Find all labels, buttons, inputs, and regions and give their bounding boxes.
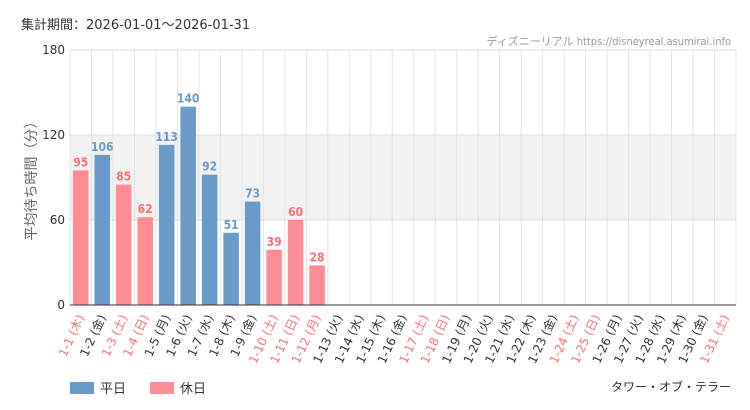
bar <box>72 170 89 305</box>
bar <box>244 201 261 305</box>
value-label: 28 <box>310 250 325 264</box>
legend-swatch-holiday <box>150 381 175 394</box>
x-axis-ticks: 1-1 (木)1-2 (金)1-3 (土)1-4 (日)1-5 (月)1-6 (… <box>56 312 732 366</box>
y-axis-ticks: 0 60 120 180 <box>42 43 65 312</box>
bars <box>72 106 325 306</box>
vertical-grid <box>69 50 737 305</box>
legend-label-weekday: 平日 <box>100 382 127 397</box>
legend-swatch-weekday <box>70 381 94 394</box>
value-label: 113 <box>155 130 178 144</box>
value-label: 62 <box>138 202 153 216</box>
legend-item-weekday: 平日 <box>70 378 126 397</box>
bar <box>158 144 175 305</box>
bar <box>137 217 153 305</box>
value-label: 140 <box>177 92 200 106</box>
bar <box>287 220 304 305</box>
bar <box>266 249 282 305</box>
y-tick-label: 120 <box>42 128 65 142</box>
y-tick-label: 60 <box>50 213 65 227</box>
value-label: 106 <box>91 140 114 154</box>
bar <box>201 174 218 305</box>
value-label: 92 <box>202 160 217 174</box>
value-label: 60 <box>288 205 303 219</box>
value-label: 85 <box>116 170 131 184</box>
y-tick-label: 180 <box>42 43 65 57</box>
bar <box>223 232 239 305</box>
bar <box>180 106 196 306</box>
legend: 平日 休日 <box>70 378 206 397</box>
attraction-name: タワー・オブ・テラー <box>610 380 731 394</box>
y-axis-label: 平均待ち時間（分） <box>24 115 40 241</box>
source-text: ディズニーリアル https://disneyreal.asumirai.inf… <box>486 35 731 48</box>
value-label: 95 <box>73 155 88 169</box>
legend-item-holiday: 休日 <box>150 378 206 397</box>
bar <box>94 154 110 305</box>
period-text: 集計期間：2026-01-01〜2026-01-31 <box>21 18 251 33</box>
value-label: 51 <box>224 218 239 232</box>
bar <box>115 184 132 305</box>
bar <box>309 265 325 305</box>
y-tick-label: 0 <box>57 298 65 312</box>
legend-label-holiday: 休日 <box>180 382 207 397</box>
value-label: 73 <box>245 187 260 201</box>
value-label: 39 <box>267 235 282 249</box>
